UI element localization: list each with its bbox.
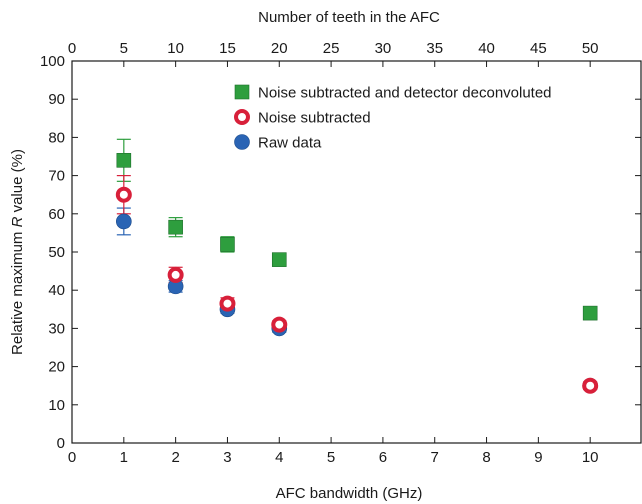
top-tick-label: 10 — [167, 40, 184, 57]
y-tick-label: 30 — [48, 320, 65, 337]
top-tick-label: 30 — [375, 40, 392, 57]
top-tick-label: 15 — [219, 40, 236, 57]
y-tick-label: 100 — [40, 53, 65, 70]
data-point — [115, 186, 132, 203]
y-axis-title-part: Relative maximum — [9, 227, 26, 355]
data-point — [116, 153, 132, 168]
legend-marker — [234, 134, 250, 150]
x-tick-label: 1 — [120, 449, 128, 466]
y-tick-label: 70 — [48, 168, 65, 185]
plot-series — [115, 138, 599, 394]
data-point — [271, 316, 288, 333]
y-tick-label: 20 — [48, 359, 65, 376]
x-tick-label: 3 — [223, 449, 231, 466]
top-tick-label: 50 — [582, 40, 599, 57]
x-tick-label: 7 — [431, 449, 439, 466]
y-tick-label: 50 — [48, 244, 65, 261]
legend-label: Raw data — [258, 135, 322, 152]
x-tick-label: 10 — [582, 449, 599, 466]
top-tick-label: 0 — [68, 40, 76, 57]
y-axis-title-variable: R — [9, 216, 26, 227]
data-point — [582, 305, 598, 321]
x-tick-label: 0 — [68, 449, 76, 466]
x-tick-label: 4 — [275, 449, 283, 466]
top-tick-label: 35 — [426, 40, 443, 57]
legend-label: Noise subtracted — [258, 110, 371, 127]
x-tick-label: 2 — [171, 449, 179, 466]
x-axis-title: AFC bandwidth (GHz) — [276, 485, 423, 502]
y-tick-label: 90 — [48, 91, 65, 108]
legend: Noise subtracted and detector deconvolut… — [234, 84, 552, 152]
top-tick-label: 40 — [478, 40, 495, 57]
top-tick-label: 25 — [323, 40, 340, 57]
legend-marker — [234, 109, 250, 125]
data-point — [271, 252, 287, 267]
y-tick-label: 10 — [48, 397, 65, 414]
y-axis-title-part: value (%) — [9, 149, 26, 217]
y-tick-label: 40 — [48, 282, 65, 299]
top-tick-label: 20 — [271, 40, 288, 57]
legend-marker — [234, 84, 250, 100]
data-point — [220, 237, 235, 252]
data-point — [219, 295, 236, 312]
x-tick-label: 5 — [327, 449, 335, 466]
data-point — [167, 266, 184, 283]
x-tick-label: 9 — [534, 449, 542, 466]
y-axis-title: Relative maximum R value (%) — [9, 149, 26, 355]
top-tick-label: 5 — [120, 40, 128, 57]
data-point — [116, 213, 132, 230]
top-axis-title: Number of teeth in the AFC — [258, 9, 440, 26]
top-tick-label: 45 — [530, 40, 547, 57]
data-point — [168, 219, 183, 235]
y-tick-label: 0 — [57, 435, 65, 452]
x-tick-label: 8 — [482, 449, 490, 466]
y-tick-label: 80 — [48, 129, 65, 146]
y-tick-label: 60 — [48, 206, 65, 223]
data-point — [582, 377, 599, 394]
legend-label: Noise subtracted and detector deconvolut… — [258, 85, 552, 102]
x-tick-label: 6 — [379, 449, 387, 466]
